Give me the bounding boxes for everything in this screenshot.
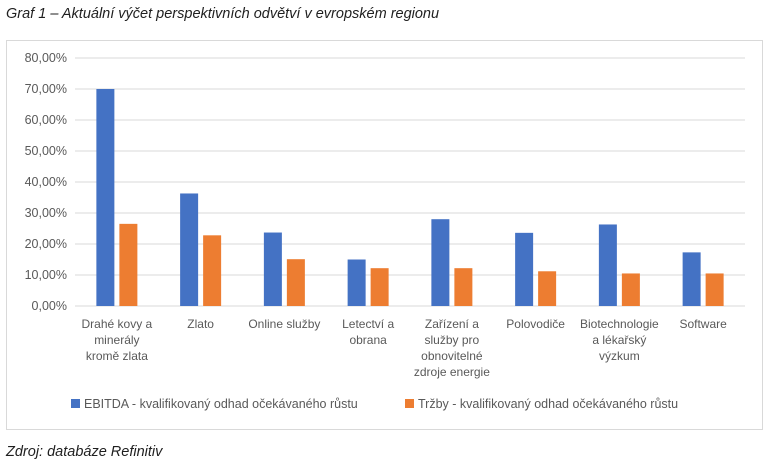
y-tick-label: 50,00% xyxy=(25,144,67,158)
legend: EBITDA - kvalifikovaný odhad očekávaného… xyxy=(71,397,678,411)
category-label: Drahé kovy a minerály kromě zlata xyxy=(82,317,153,363)
bar-trzby xyxy=(203,235,222,306)
bar-ebitda xyxy=(515,232,534,306)
category-label: Polovodiče xyxy=(506,317,565,331)
bar-ebitda xyxy=(598,224,617,306)
bar-trzby xyxy=(538,271,557,306)
bar-ebitda xyxy=(431,219,450,306)
legend-label: EBITDA - kvalifikovaný odhad očekávaného… xyxy=(84,397,358,411)
bars xyxy=(96,89,724,306)
bar-ebitda xyxy=(682,252,701,306)
y-tick-label: 80,00% xyxy=(25,51,67,65)
y-tick-label: 40,00% xyxy=(25,175,67,189)
x-axis-categories: Drahé kovy a minerály kromě zlata Zlato Onli… xyxy=(82,317,728,379)
bar-trzby xyxy=(370,268,389,306)
bar-ebitda xyxy=(180,193,199,306)
source-note: Zdroj: databáze Refinitiv xyxy=(6,444,163,460)
bar-trzby xyxy=(705,273,724,306)
y-tick-label: 60,00% xyxy=(25,113,67,127)
chart-caption: Graf 1 – Aktuální výčet perspektivních o… xyxy=(6,6,440,22)
category-label: Zařízení a služby pro obnovitelné zdroje en… xyxy=(414,317,490,379)
y-tick-label: 20,00% xyxy=(25,237,67,251)
category-label: Online služby xyxy=(248,317,320,331)
bar-trzby xyxy=(286,259,305,306)
bar-trzby xyxy=(454,268,473,306)
bar-ebitda xyxy=(96,89,115,306)
bar-ebitda xyxy=(263,232,282,306)
y-tick-label: 0,00% xyxy=(32,299,67,313)
category-label: Biotechnologie a lékařský výzkum xyxy=(580,317,659,363)
bar-trzby xyxy=(621,273,640,306)
chart-frame xyxy=(6,40,763,430)
category-label: Letectví a obrana xyxy=(342,317,394,347)
category-label: Software xyxy=(679,317,727,331)
bar-ebitda xyxy=(347,259,366,306)
y-axis-ticks: 0,00% 10,00% 20,00% 30,00% 40,00% 50,00% 60,00… xyxy=(25,51,67,313)
legend-swatch xyxy=(71,399,80,408)
bar-chart: 0,00% 10,00% 20,00% 30,00% 40,00% 50,00% 60,00… xyxy=(25,51,745,411)
y-tick-label: 70,00% xyxy=(25,82,67,96)
gridlines xyxy=(75,57,745,307)
y-tick-label: 30,00% xyxy=(25,206,67,220)
legend-swatch xyxy=(405,399,414,408)
category-label: Zlato xyxy=(187,317,214,331)
legend-label: Tržby - kvalifikovaný odhad očekávaného … xyxy=(418,397,678,411)
y-tick-label: 10,00% xyxy=(25,268,67,282)
bar-trzby xyxy=(119,223,138,306)
